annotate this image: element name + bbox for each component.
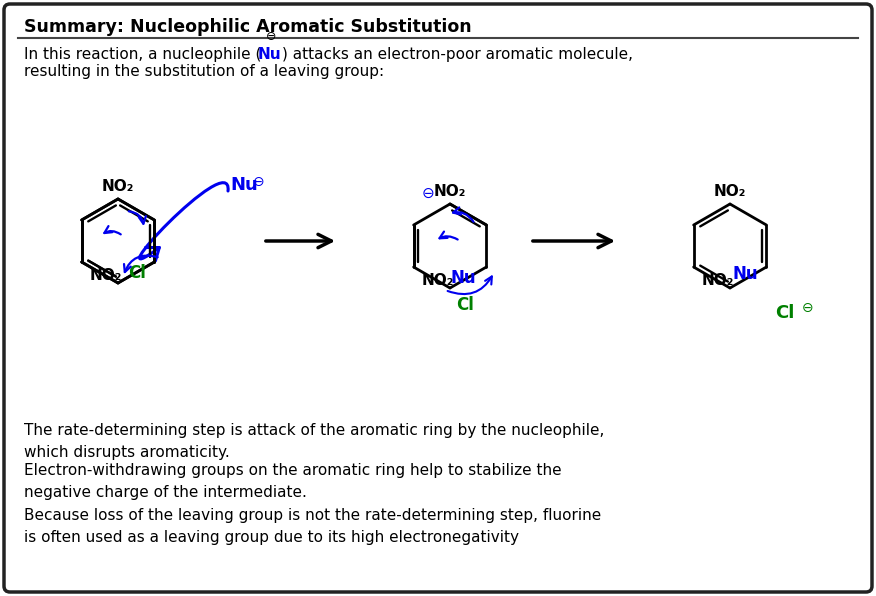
Text: NO₂: NO₂ [89,268,122,283]
Text: Nu: Nu [732,265,759,283]
Text: Because loss of the leaving group is not the rate-determining step, fluorine
is : Because loss of the leaving group is not… [24,508,601,545]
Text: NO₂: NO₂ [102,179,134,194]
Text: ⊖: ⊖ [265,30,276,43]
Text: NO₂: NO₂ [714,184,746,199]
Text: The rate-determining step is attack of the aromatic ring by the nucleophile,
whi: The rate-determining step is attack of t… [24,423,604,460]
Text: resulting in the substitution of a leaving group:: resulting in the substitution of a leavi… [24,64,384,79]
Text: ⊖: ⊖ [421,186,434,201]
Text: ⊖: ⊖ [802,301,814,315]
Text: In this reaction, a nucleophile (: In this reaction, a nucleophile ( [24,47,261,62]
Text: Nu: Nu [258,47,281,62]
Text: ) attacks an electron-poor aromatic molecule,: ) attacks an electron-poor aromatic mole… [282,47,633,62]
Text: Nu: Nu [451,269,477,287]
FancyArrowPatch shape [139,183,228,261]
Text: Cl: Cl [456,296,474,314]
Text: Cl: Cl [129,264,146,282]
Text: Electron-withdrawing groups on the aromatic ring help to stabilize the
negative : Electron-withdrawing groups on the aroma… [24,463,562,500]
Text: Cl: Cl [775,304,795,322]
FancyBboxPatch shape [4,4,872,592]
Text: NO₂: NO₂ [421,273,454,288]
Text: NO₂: NO₂ [434,184,466,199]
Text: Summary: Nucleophilic Aromatic Substitution: Summary: Nucleophilic Aromatic Substitut… [24,18,471,36]
Text: Nu: Nu [230,176,258,194]
Text: NO₂: NO₂ [702,273,734,288]
Text: ⊖: ⊖ [253,175,265,189]
